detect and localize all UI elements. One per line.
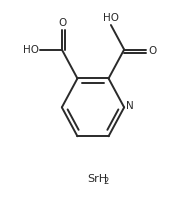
Text: O: O: [148, 46, 156, 56]
Text: SrH: SrH: [87, 174, 108, 184]
Text: HO: HO: [23, 45, 39, 55]
Text: 2: 2: [103, 177, 108, 186]
Text: O: O: [59, 18, 67, 28]
Text: N: N: [126, 101, 134, 111]
Text: HO: HO: [103, 13, 119, 23]
